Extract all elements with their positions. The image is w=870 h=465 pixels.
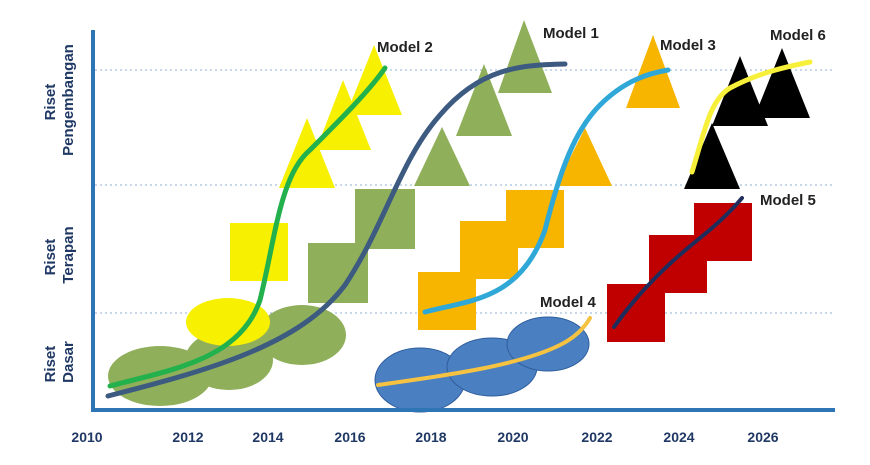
stage-label-line: Riset <box>42 84 59 121</box>
model-4-shapes <box>374 316 590 413</box>
model-label-6: Model 6 <box>770 27 826 44</box>
model-1-curve <box>105 61 568 399</box>
year-labels: 2010 2012 2014 2016 2018 2020 2022 2024 … <box>71 429 778 445</box>
stage-label-terapan: Riset Terapan <box>42 226 77 283</box>
model-3-triangle <box>556 128 612 186</box>
year-label: 2016 <box>334 429 365 445</box>
model-2-ellipse <box>186 298 270 346</box>
model-labels: Model 1 Model 2 Model 3 Model 4 Model 5 … <box>377 25 826 311</box>
model-label-5: Model 5 <box>760 192 816 209</box>
stage-label-line: Terapan <box>60 226 77 283</box>
model-5-curve <box>612 196 744 329</box>
model-4-curve <box>376 316 592 387</box>
model-6-curve <box>689 59 813 175</box>
year-label: 2026 <box>747 429 778 445</box>
year-label: 2024 <box>663 429 694 445</box>
model-label-3: Model 3 <box>660 37 716 54</box>
model-6-triangle <box>712 56 768 126</box>
model-label-1: Model 1 <box>543 25 599 42</box>
stage-labels: Riset Pengembangan Riset Terapan Riset D… <box>42 44 77 383</box>
year-label: 2018 <box>415 429 446 445</box>
stage-label-dasar: Riset Dasar <box>42 341 77 383</box>
model-6-shapes <box>684 48 810 189</box>
model-3-curve <box>422 67 671 315</box>
model-2-curve <box>107 65 388 389</box>
model-4-ellipse <box>506 316 590 372</box>
year-label: 2022 <box>581 429 612 445</box>
model-1-triangle <box>414 127 470 186</box>
model-1-triangle <box>498 20 552 93</box>
year-label: 2012 <box>172 429 203 445</box>
stage-label-line: Riset <box>42 239 59 276</box>
stage-label-line: Dasar <box>60 341 77 383</box>
model-1-triangle <box>456 64 512 136</box>
stage-label-line: Riset <box>42 346 59 383</box>
year-label: 2020 <box>497 429 528 445</box>
model-6-triangle <box>684 123 740 189</box>
model-5-square <box>607 284 665 342</box>
model-label-2: Model 2 <box>377 39 433 56</box>
model-5-square <box>694 203 752 261</box>
model-label-4: Model 4 <box>540 294 596 311</box>
model-curves <box>105 59 813 399</box>
year-label: 2010 <box>71 429 102 445</box>
year-label: 2014 <box>252 429 283 445</box>
stage-label-line: Pengembangan <box>60 44 77 156</box>
axes <box>91 30 835 412</box>
stage-label-pengembangan: Riset Pengembangan <box>42 44 77 156</box>
model-1-ellipse <box>258 305 346 365</box>
model-1-square <box>355 189 415 249</box>
model-5-shapes <box>607 203 752 342</box>
model-2-square <box>230 223 288 281</box>
model-6-triangle <box>754 48 810 118</box>
model-1-shapes <box>108 20 552 406</box>
